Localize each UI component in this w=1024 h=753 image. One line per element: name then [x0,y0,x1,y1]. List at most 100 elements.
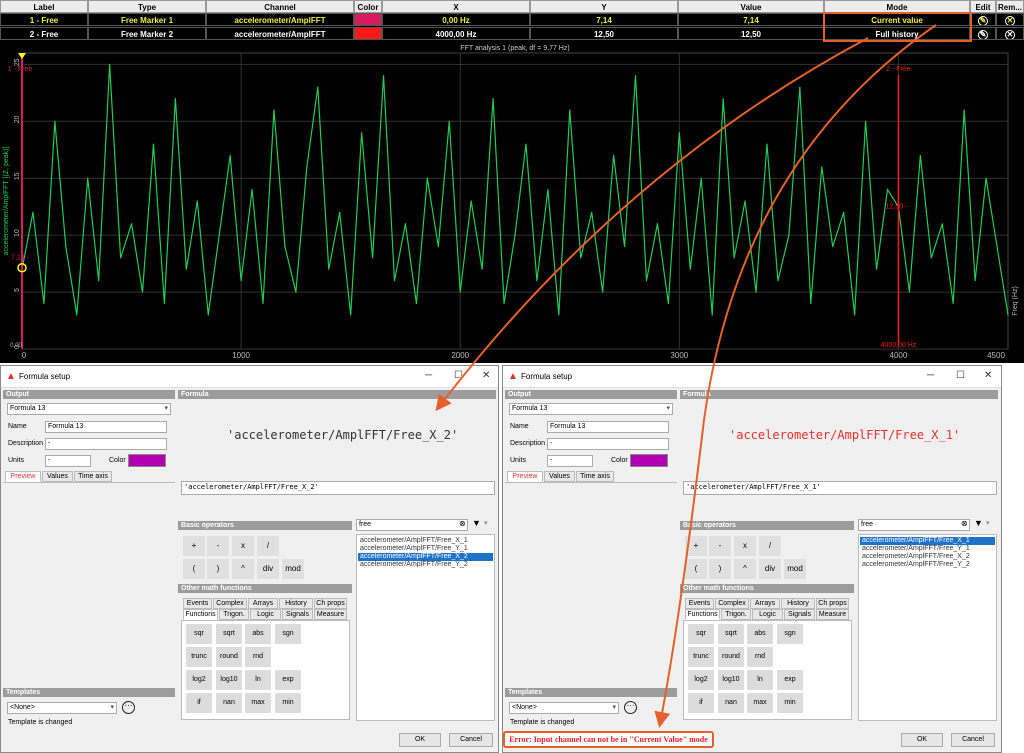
units-field[interactable]: - [45,455,91,467]
marker-label-cell[interactable]: 1 - Free [0,13,88,26]
remove-button[interactable]: ✕ [996,27,1024,40]
channel-list-item[interactable]: accelerometer/AmplFFT/Free_X_1 [860,537,995,545]
maximize-icon[interactable]: ☐ [956,370,965,381]
operator-button[interactable]: x [734,536,756,556]
channel-list[interactable]: accelerometer/AmplFFT/Free_X_1 accelerome… [858,534,997,721]
channel-search-input[interactable]: free [858,519,970,531]
marker-y-cell[interactable]: 12,50 [530,27,678,40]
formula-input[interactable]: 'accelerometer/AmplFFT/Free_X_2' [181,481,495,495]
color-swatch[interactable] [630,454,668,467]
filter-icon[interactable]: ▼ [974,518,983,528]
function-button[interactable]: max [747,693,773,713]
operator-button[interactable]: ^ [734,559,756,579]
channel-list-item[interactable]: accelerometer/AmplFFT/Free_Y_1 [360,545,468,552]
operator-button[interactable]: mod [784,559,806,579]
function-button[interactable]: abs [245,624,271,644]
func-tab[interactable]: Functions [183,609,218,620]
func-tab[interactable]: Measure [816,609,849,620]
column-header[interactable]: Edit [970,0,996,13]
function-button[interactable]: exp [777,670,803,690]
func-tab[interactable]: Signals [282,609,313,620]
channel-list-item[interactable]: accelerometer/AmplFFT/Free_X_2 [358,553,493,561]
tab-preview[interactable]: Preview [5,471,41,482]
marker-type-cell[interactable]: Free Marker 1 [88,13,206,26]
name-field[interactable]: Formula 13 [547,421,669,433]
chevron-down-icon[interactable]: ▾ [484,520,488,527]
operator-button[interactable]: ( [685,559,707,579]
clear-search-icon[interactable]: ⊗ [961,519,968,528]
dialog-titlebar[interactable]: ▲ Formula setup ─ ☐ ✕ [503,366,1001,388]
column-header[interactable]: X [382,0,530,13]
func-tab[interactable]: Measure [314,609,347,620]
function-button[interactable]: rnd [747,647,773,667]
edit-button[interactable]: ✎ [970,13,996,26]
operator-button[interactable]: + [183,536,205,556]
channel-list-item[interactable]: accelerometer/AmplFFT/Free_Y_1 [862,545,970,552]
function-button[interactable]: exp [275,670,301,690]
operator-button[interactable]: mod [282,559,304,579]
templates-select[interactable]: <None> ▾ [7,702,117,714]
ok-button[interactable]: OK [901,733,943,747]
fft-plot[interactable]: 0 1000 2000 3000 4000 4500 0 5 10 15 20 25 FFT analy… [0,41,1024,363]
marker-y-cell[interactable]: 7,14 [530,13,678,26]
close-icon[interactable]: ✕ [984,370,993,381]
marker-row[interactable]: 2 - Free Free Marker 2 accelerometer/AmplF… [0,27,1024,40]
channel-list-item[interactable]: accelerometer/AmplFFT/Free_Y_2 [360,561,468,568]
func-tab[interactable]: Ch props [314,598,347,609]
operator-button[interactable]: div [759,559,781,579]
operator-button[interactable]: / [759,536,781,556]
tab-preview[interactable]: Preview [507,471,543,482]
tab-values[interactable]: Values [544,471,575,482]
column-header[interactable]: Label [0,0,88,13]
function-button[interactable]: if [186,693,212,713]
marker-label-cell[interactable]: 2 - Free [0,27,88,40]
marker-x-cell[interactable]: 0,00 Hz [382,13,530,26]
function-button[interactable]: trunc [186,647,212,667]
maximize-icon[interactable]: ☐ [454,370,463,381]
remove-button[interactable]: ✕ [996,13,1024,26]
channel-list-item[interactable]: accelerometer/AmplFFT/Free_Y_2 [862,561,970,568]
filter-icon[interactable]: ▼ [472,518,481,528]
operator-button[interactable]: - [207,536,229,556]
cancel-button[interactable]: Cancel [951,733,995,747]
func-tab[interactable]: Arrays [750,598,780,609]
marker-channel-cell[interactable]: accelerometer/AmplFFT [206,27,354,40]
function-button[interactable]: log2 [688,670,714,690]
function-button[interactable]: abs [747,624,773,644]
channel-list[interactable]: accelerometer/AmplFFT/Free_X_1 accelerome… [356,534,495,721]
column-header[interactable]: Mode [824,0,970,13]
marker-channel-cell[interactable]: accelerometer/AmplFFT [206,13,354,26]
function-button[interactable]: if [688,693,714,713]
func-tab[interactable]: Logic [752,609,783,620]
output-select[interactable]: Formula 13 ▾ [509,403,673,415]
tab-time-axis[interactable]: Time axis [576,471,614,482]
func-tab[interactable]: Events [183,598,212,609]
function-button[interactable]: sqr [688,624,714,644]
marker-mode-cell[interactable]: Current value [824,13,970,26]
func-tab[interactable]: Complex [213,598,247,609]
function-button[interactable]: min [777,693,803,713]
function-button[interactable]: sqrt [216,624,242,644]
func-tab[interactable]: Logic [250,609,281,620]
func-tab[interactable]: Arrays [248,598,278,609]
function-button[interactable]: log10 [216,670,242,690]
chevron-down-icon[interactable]: ▾ [986,520,990,527]
column-header[interactable]: Value [678,0,824,13]
func-tab[interactable]: Signals [784,609,815,620]
name-field[interactable]: Formula 13 [45,421,167,433]
func-tab[interactable]: Trigon. [219,609,249,620]
channel-list-item[interactable]: accelerometer/AmplFFT/Free_X_2 [862,553,970,560]
function-button[interactable]: nan [216,693,242,713]
templates-select[interactable]: <None> ▾ [509,702,619,714]
function-button[interactable]: log10 [718,670,744,690]
function-button[interactable]: log2 [186,670,212,690]
clear-search-icon[interactable]: ⊗ [459,519,466,528]
color-swatch[interactable] [128,454,166,467]
function-button[interactable]: ln [747,670,773,690]
channel-search-input[interactable]: free [356,519,468,531]
ok-button[interactable]: OK [399,733,441,747]
function-button[interactable]: sgn [275,624,301,644]
marker-value-cell[interactable]: 12,50 [678,27,824,40]
description-field[interactable]: - [45,438,167,450]
function-button[interactable]: sgn [777,624,803,644]
